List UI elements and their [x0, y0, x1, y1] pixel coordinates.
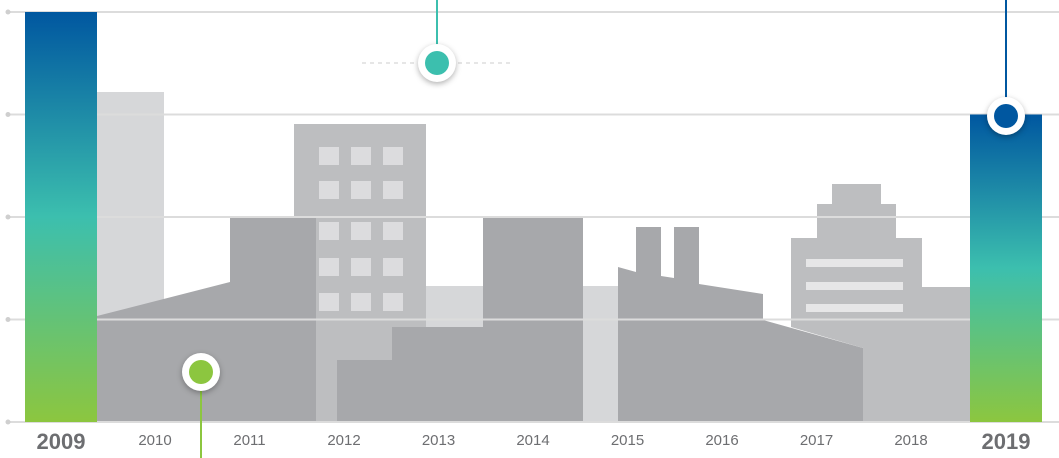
- skyline: [97, 92, 970, 422]
- x-tick-label: 2013: [422, 432, 455, 449]
- grid-dot: [5, 112, 11, 117]
- x-tick-label: 2011: [233, 432, 265, 449]
- x-tick-label: 2015: [611, 432, 644, 449]
- x-tick-label: 2012: [327, 432, 360, 449]
- grid-dot: [5, 9, 11, 15]
- x-tick-label: 2017: [800, 432, 833, 449]
- x-tick-label: 2016: [705, 432, 738, 449]
- x-tick-label: 2010: [138, 432, 171, 449]
- bar: [970, 114, 1042, 422]
- x-tick-label: 2019: [982, 429, 1031, 454]
- grid-dot: [5, 214, 11, 220]
- x-tick-label: 2009: [37, 429, 86, 454]
- x-tick-label: 2014: [516, 432, 549, 449]
- markers: [182, 0, 1025, 458]
- x-tick-label: 2018: [894, 432, 927, 449]
- grid-dot: [5, 317, 11, 322]
- grid-dot: [5, 419, 11, 425]
- bar: [25, 12, 97, 422]
